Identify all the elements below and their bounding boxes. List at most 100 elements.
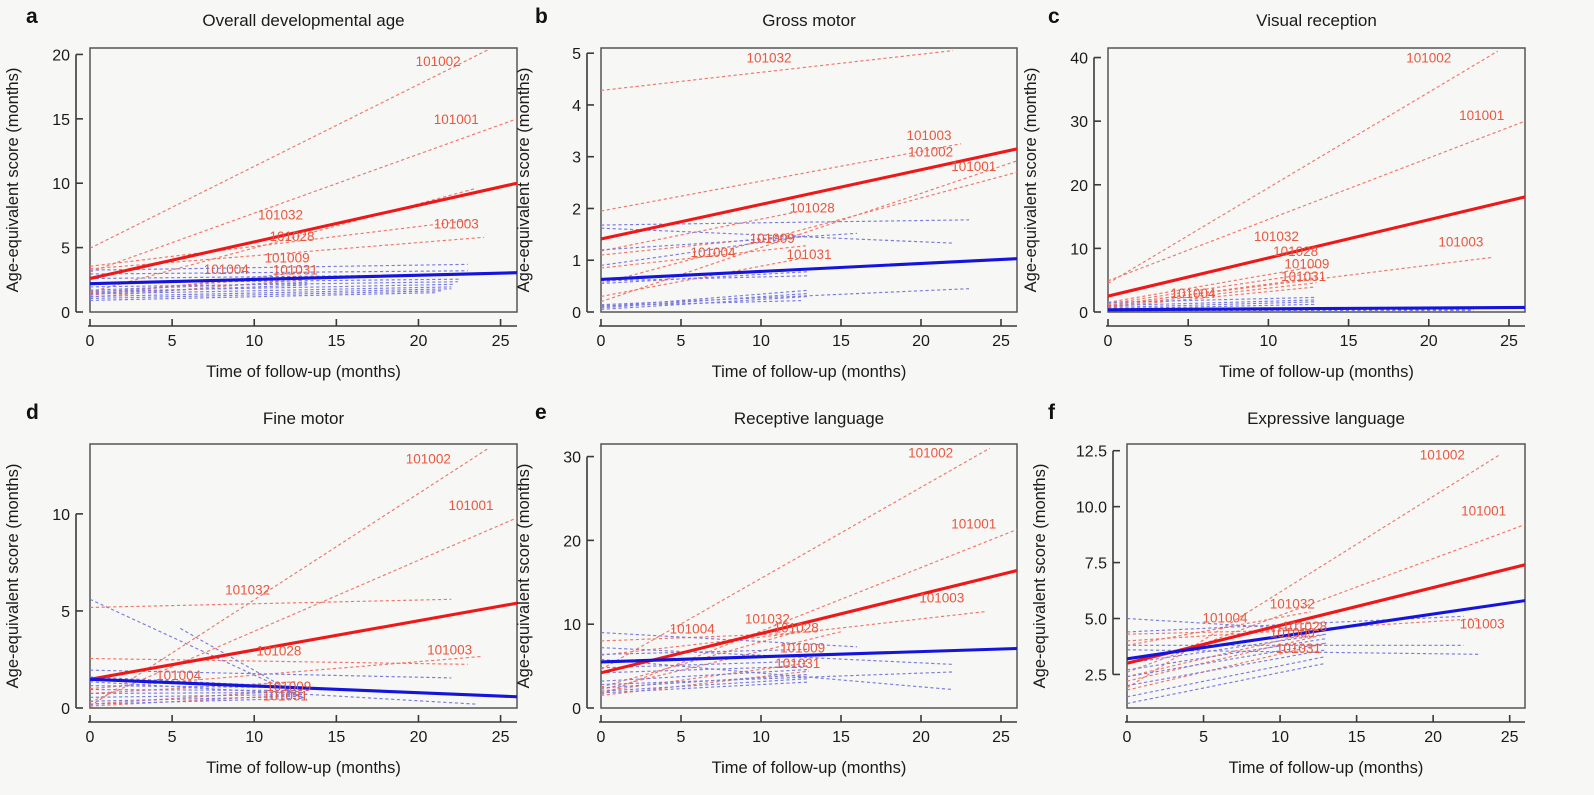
series-line-c02 [90, 270, 468, 275]
subject-label-101004: 101004 [670, 621, 716, 636]
subject-label-101003: 101003 [427, 643, 472, 658]
series-line-c06 [90, 283, 455, 292]
y-tick-label: 40 [1070, 51, 1088, 68]
series-line-c11 [601, 681, 810, 694]
series-line-c03 [601, 648, 810, 655]
panel-c-plot-box [1107, 47, 1526, 313]
y-tick-label: 7.5 [1085, 556, 1107, 573]
subject-label-101028: 101028 [790, 201, 835, 216]
series-line-c09 [90, 290, 444, 300]
subject-label-101001: 101001 [951, 517, 996, 532]
series-line-101009 [90, 688, 307, 705]
subject-label-101009: 101009 [1270, 626, 1315, 641]
x-tick-label: 0 [1123, 729, 1132, 746]
y-tick-label: 30 [1070, 114, 1088, 131]
series-line-c03 [90, 676, 472, 696]
panel-d-title: Fine motor [263, 409, 345, 428]
series-line-101004 [601, 632, 794, 642]
y-tick-label: 5 [61, 604, 70, 621]
panel-d-x-label: Time of follow-up (months) [206, 759, 401, 777]
panel-b-plot-box [600, 47, 1018, 313]
series-line-treated-mean [601, 147, 1017, 241]
y-tick-label: 12.5 [1076, 444, 1107, 461]
series-line-101031 [601, 257, 806, 298]
x-tick-label: 5 [1184, 333, 1193, 350]
panel-letter-c: c [1048, 5, 1060, 28]
series-line-c04 [90, 278, 462, 284]
series-line-c07 [1127, 642, 1327, 678]
subject-label-101001: 101001 [434, 112, 479, 127]
series-line-101001 [601, 528, 1017, 696]
series-line-control-mean [1108, 305, 1525, 312]
series-line-101028 [1127, 629, 1327, 678]
panel-c-x-label: Time of follow-up (months) [1219, 363, 1414, 381]
subject-label-101028: 101028 [774, 621, 819, 636]
series-line-control-mean [1127, 599, 1525, 661]
series-line-c02 [601, 227, 954, 244]
panel-e-y-label: Age-equivalent score (months) [515, 464, 533, 689]
subject-label-101001: 101001 [1461, 504, 1506, 519]
subject-label-101002: 101002 [1406, 51, 1451, 66]
subject-label-101003: 101003 [919, 590, 964, 605]
series-line-control-mean [90, 677, 517, 699]
series-line-c01 [1108, 296, 1317, 304]
series-line-c04 [601, 234, 810, 266]
series-line-101003 [90, 655, 481, 690]
subject-label-101009: 101009 [780, 641, 825, 656]
series-line-101028 [90, 219, 468, 267]
series-line-c10 [90, 697, 304, 705]
x-tick-label: 10 [245, 729, 263, 746]
panel-b-y-label: Age-equivalent score (months) [515, 68, 533, 293]
series-line-control-mean [601, 257, 1017, 281]
panel-b-x-label: Time of follow-up (months) [712, 363, 907, 381]
series-line-101028 [601, 210, 802, 252]
series-line-101032 [1127, 611, 1311, 646]
panel-a-x-label: Time of follow-up (months) [206, 363, 401, 381]
series-line-101031 [90, 693, 307, 707]
subject-label-101031: 101031 [1276, 641, 1321, 656]
x-tick-label: 0 [1104, 333, 1113, 350]
series-line-c05 [90, 685, 304, 689]
subject-label-101003: 101003 [1460, 617, 1505, 632]
x-tick-label: 5 [677, 333, 686, 350]
x-tick-label: 0 [597, 333, 606, 350]
series-line-101003 [90, 236, 485, 270]
series-line-c07 [601, 668, 810, 682]
series-line-101031 [1108, 282, 1317, 307]
subject-label-101001: 101001 [448, 498, 493, 513]
y-tick-label: 5.0 [1085, 612, 1107, 629]
series-line-c01 [90, 263, 468, 271]
series-line-c01 [601, 219, 970, 226]
series-line-101004 [90, 271, 304, 296]
subject-label-101031: 101031 [1281, 269, 1326, 284]
series-line-101028 [601, 631, 842, 691]
subject-label-101032: 101032 [1254, 229, 1299, 244]
series-line-101003 [1108, 256, 1493, 306]
series-line-101002 [90, 48, 490, 249]
x-tick-label: 15 [832, 729, 850, 746]
series-line-c08 [601, 671, 954, 686]
subject-label-101004: 101004 [1202, 611, 1248, 626]
series-line-c01 [601, 631, 858, 648]
series-line-c07 [90, 691, 304, 695]
series-line-c08 [90, 288, 452, 298]
series-line-c05 [90, 281, 458, 288]
y-tick-label: 2.5 [1085, 667, 1107, 684]
series-line-101002 [90, 447, 490, 707]
y-tick-label: 0 [572, 701, 581, 718]
series-line-101004 [601, 245, 806, 269]
series-line-c03 [90, 274, 465, 280]
series-line-101001 [1108, 120, 1525, 282]
series-line-treated-mean [1108, 195, 1525, 298]
subject-label-101028: 101028 [256, 644, 301, 659]
subject-label-101001: 101001 [1459, 108, 1504, 123]
series-line-101001 [1127, 524, 1525, 673]
series-line-c12 [90, 284, 307, 294]
subject-label-101028: 101028 [1273, 244, 1318, 259]
panel-letter-a: a [26, 5, 38, 28]
subject-label-101032: 101032 [745, 611, 790, 626]
series-line-101002 [601, 447, 991, 670]
x-tick-label: 5 [1199, 729, 1208, 746]
